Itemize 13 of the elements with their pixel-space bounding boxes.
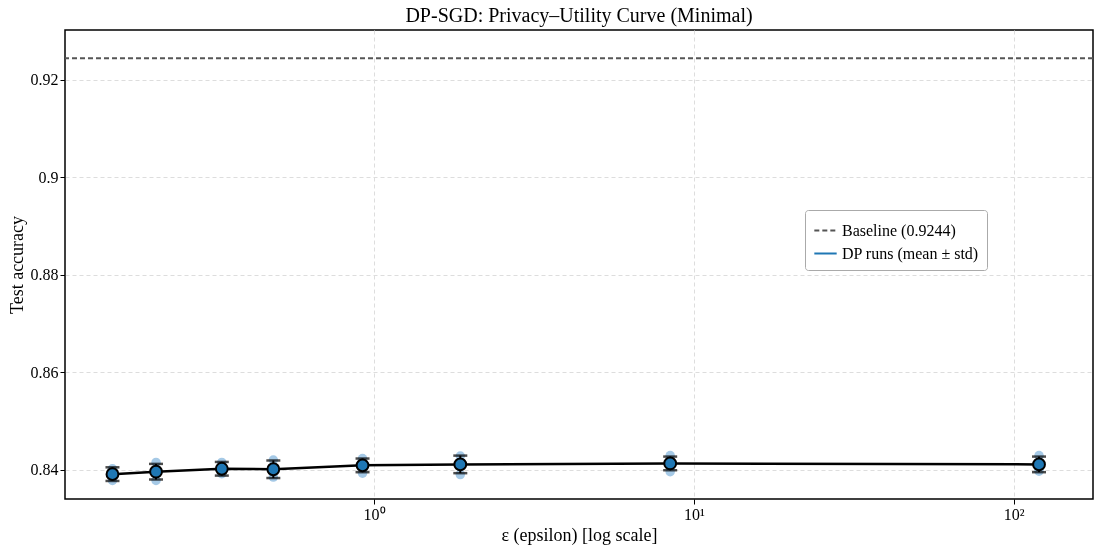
x-tick-label: 10² bbox=[1003, 505, 1025, 523]
x-axis-title: ε (epsilon) [log scale] bbox=[501, 524, 658, 546]
y-tick-label: 0.9 bbox=[38, 168, 59, 186]
y-axis-title: Test accuracy bbox=[6, 215, 27, 315]
legend-label: Baseline (0.9244) bbox=[842, 221, 956, 240]
y-tick-label: 0.92 bbox=[30, 71, 59, 89]
chart-title: DP-SGD: Privacy–Utility Curve (Minimal) bbox=[405, 4, 753, 27]
x-tick-label: 10⁰ bbox=[363, 505, 386, 523]
y-tick-label: 0.88 bbox=[30, 266, 59, 284]
x-tick-label: 10¹ bbox=[684, 505, 705, 523]
legend-label: DP runs (mean ± std) bbox=[842, 244, 979, 263]
y-tick-label: 0.84 bbox=[30, 461, 59, 479]
y-tick-label: 0.86 bbox=[30, 363, 59, 381]
